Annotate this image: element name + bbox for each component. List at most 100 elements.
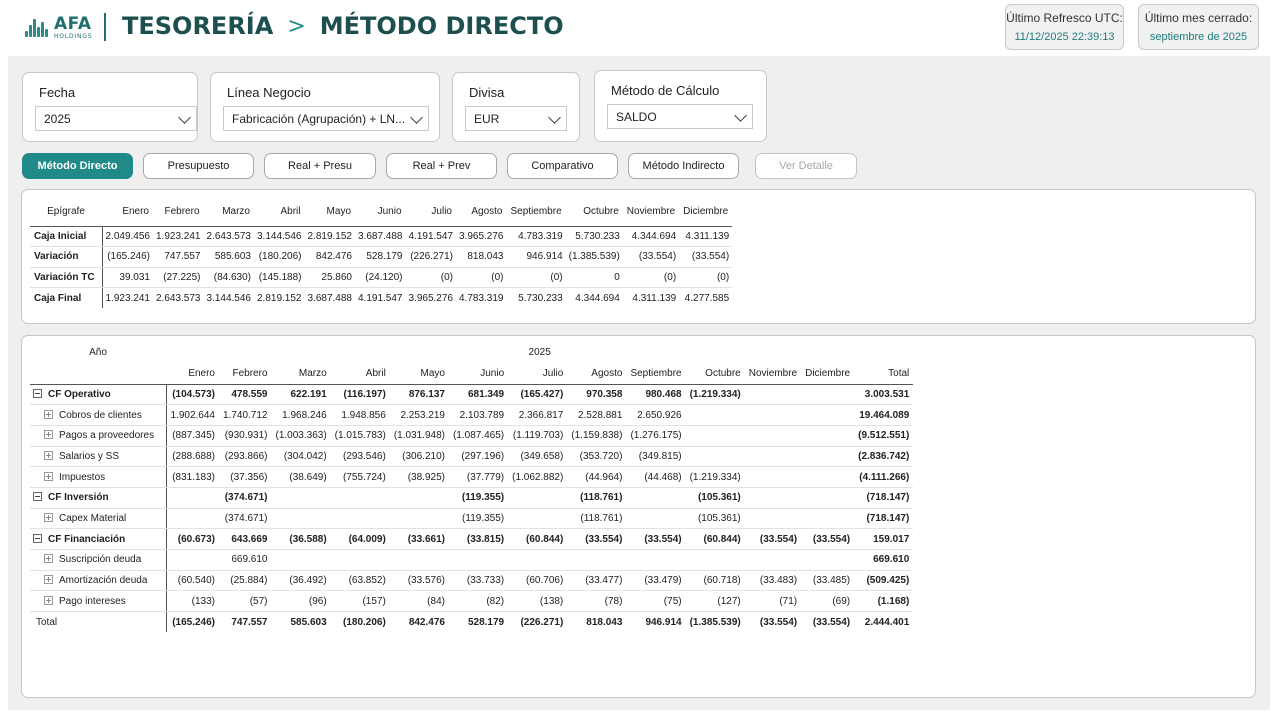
table-cell: (1.119.703) <box>508 425 568 447</box>
row-label: CF Inversión <box>30 487 167 509</box>
table-cell: (33.554) <box>626 528 686 550</box>
last-closed-month-label: Último mes cerrado: <box>1144 11 1253 25</box>
table-cell: (36.492) <box>271 570 331 592</box>
chevron-right-icon: > <box>287 13 306 39</box>
tab-presupuesto[interactable]: Presupuesto <box>143 153 254 179</box>
row-label-text: Pago intereses <box>59 595 126 607</box>
table-cell: (9.512.551) <box>854 425 914 447</box>
filter-metodo-label: Método de Cálculo <box>611 83 720 98</box>
table-cell: 2.253.219 <box>389 404 449 426</box>
filter-fecha-select[interactable]: 2025 <box>35 106 197 131</box>
expand-icon[interactable] <box>44 430 53 440</box>
table-cell: (138) <box>508 590 568 613</box>
filter-metodo-select[interactable]: SALDO <box>607 104 753 129</box>
table-cell <box>744 466 802 488</box>
table-row: Pago intereses (133) (57) (96) (157) (84) (82)… <box>30 590 914 613</box>
column-header: Diciembre <box>801 363 855 385</box>
table-cell: 842.476 <box>408 616 445 628</box>
table-row: Variación (165.246) 747.557 585.603 (180.206… <box>30 246 733 268</box>
table-cell: (84) <box>389 590 449 613</box>
tab-real-prev[interactable]: Real + Prev <box>386 153 497 179</box>
expand-icon[interactable] <box>44 409 53 419</box>
table-cell <box>626 549 686 571</box>
table-cell: 4.344.694 <box>622 226 680 247</box>
table-cell: 3.687.488 <box>307 292 353 304</box>
collapse-icon[interactable] <box>33 492 42 502</box>
expand-icon[interactable] <box>44 512 53 522</box>
summary-table: Epígrafe Enero Febrero Marzo Abril Mayo Junio J… <box>30 198 733 308</box>
table-cell: (118.761) <box>567 508 627 530</box>
table-cell: 478.559 <box>219 384 272 406</box>
tab-metodo-directo[interactable]: Método Directo <box>22 153 133 179</box>
table-cell: 747.557 <box>153 246 204 268</box>
total-row: Total (165.246) 747.557 585.603 (180.206) 842… <box>30 611 913 633</box>
row-label: Suscripción deuda <box>30 549 167 571</box>
table-cell: (78) <box>567 590 627 613</box>
table-cell: (105.361) <box>685 487 745 509</box>
table-cell <box>567 549 627 571</box>
filter-divisa-select[interactable]: EUR <box>465 106 567 131</box>
logo-mark-icon <box>24 15 50 41</box>
table-cell: (718.147) <box>854 508 914 530</box>
column-header: Enero <box>102 198 153 227</box>
table-cell: (1.219.334) <box>685 466 745 488</box>
row-header-blank <box>30 363 166 385</box>
last-refresh-card: Último Refresco UTC: 11/12/2025 22:39:13 <box>1005 4 1124 50</box>
table-cell: 3.144.546 <box>254 226 305 247</box>
column-header: Total <box>854 363 914 385</box>
column-header: Junio <box>448 363 509 385</box>
table-row: Variación TC 39.031 (27.225) (84.630) (145.1… <box>30 267 733 288</box>
table-cell: (133) <box>166 590 219 613</box>
table-row: Caja Inicial 2.049.456 1.923.241 2.643.573 3… <box>30 226 733 247</box>
expand-icon[interactable] <box>44 450 53 460</box>
table-cell: (84.630) <box>203 267 254 288</box>
table-cell: (353.720) <box>567 446 627 468</box>
collapse-icon[interactable] <box>33 388 42 398</box>
filter-linea-select[interactable]: Fabricación (Agrupación) + LN... <box>223 106 429 131</box>
table-cell: (118.761) <box>567 487 627 509</box>
row-label: Total <box>30 611 167 633</box>
ver-detalle-button[interactable]: Ver Detalle <box>755 153 857 179</box>
expand-icon[interactable] <box>44 595 53 605</box>
table-cell <box>448 549 509 571</box>
table-cell: (38.649) <box>271 466 331 488</box>
table-cell: 2.643.573 <box>203 226 254 247</box>
table-cell: 876.137 <box>389 384 449 406</box>
table-cell: (755.724) <box>330 466 390 488</box>
chevron-down-icon <box>410 111 423 124</box>
table-cell: (1.385.539) <box>689 616 741 628</box>
table-cell: 980.468 <box>626 384 686 406</box>
company-logo: AFA HOLDINGS <box>24 14 92 42</box>
table-cell: (33.554) <box>744 528 802 550</box>
last-closed-month-card: Último mes cerrado: septiembre de 2025 <box>1138 4 1259 50</box>
row-label: Variación TC <box>30 267 103 288</box>
header-divider <box>104 13 106 41</box>
column-header: Septiembre <box>506 198 566 227</box>
tab-real-presu[interactable]: Real + Presu <box>264 153 376 179</box>
table-cell: (1.031.948) <box>389 425 449 447</box>
table-cell <box>744 404 802 426</box>
tab-comparativo[interactable]: Comparativo <box>507 153 618 179</box>
chevron-down-icon <box>548 111 561 124</box>
table-row: CF Operativo (104.573) 478.559 622.191 (116.… <box>30 384 914 406</box>
table-cell <box>801 549 855 571</box>
table-row: CF Inversión (374.671) (119.355) (118.761) (… <box>30 487 914 509</box>
table-cell: 4.783.319 <box>459 292 504 304</box>
table-cell <box>801 404 855 426</box>
last-refresh-label: Último Refresco UTC: <box>1006 11 1123 25</box>
tab-metodo-indirecto[interactable]: Método Indirecto <box>628 153 739 179</box>
table-cell: 1.948.856 <box>330 404 390 426</box>
expand-icon[interactable] <box>44 554 53 564</box>
collapse-icon[interactable] <box>33 533 42 543</box>
table-cell: (288.688) <box>166 446 219 468</box>
table-cell: (304.042) <box>271 446 331 468</box>
expand-icon[interactable] <box>44 575 53 585</box>
column-header: Junio <box>355 198 406 227</box>
table-cell: (306.210) <box>389 446 449 468</box>
table-cell: (349.815) <box>626 446 686 468</box>
table-row: Pagos a proveedores (887.345) (930.931) (1.… <box>30 425 914 447</box>
table-cell: (63.852) <box>330 570 390 592</box>
table-cell: 818.043 <box>586 616 623 628</box>
expand-icon[interactable] <box>44 471 53 481</box>
table-cell: 669.610 <box>219 549 272 571</box>
